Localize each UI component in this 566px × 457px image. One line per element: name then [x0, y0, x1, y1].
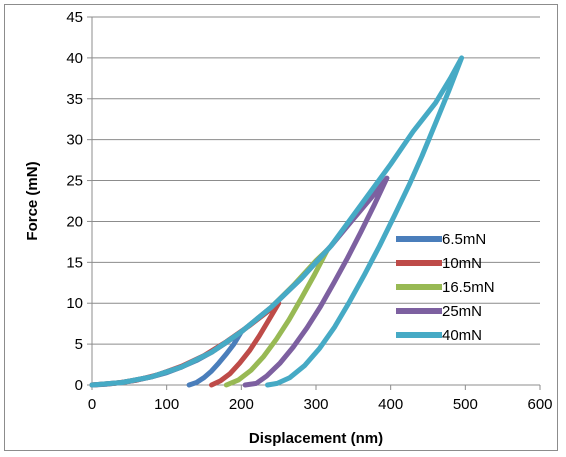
x-tick-label-300: 300 — [303, 396, 328, 413]
legend-label-6.5mN: 6.5mN — [442, 231, 486, 248]
x-tick-label-200: 200 — [229, 396, 254, 413]
y-tick-label-0: 0 — [75, 377, 83, 394]
legend-label-25mN: 25mN — [442, 303, 482, 320]
series-line-6.5mN — [89, 329, 244, 388]
y-tick-label-25: 25 — [66, 173, 83, 190]
series-line-40mN — [89, 55, 465, 388]
legend-label-40mN: 40mN — [442, 327, 482, 344]
y-axis-title: Force (mN) — [24, 161, 41, 240]
x-tick-label-0: 0 — [88, 396, 96, 413]
y-tick-label-30: 30 — [66, 132, 83, 149]
y-tick-label-15: 15 — [66, 254, 83, 271]
x-tick-label-100: 100 — [154, 396, 179, 413]
series-line-16.5mN — [89, 247, 330, 388]
y-tick-label-20: 20 — [66, 213, 83, 230]
legend-label-16.5mN: 16.5mN — [442, 279, 495, 296]
axes: 0 5 10 15 20 25 30 35 40 45 0 100 200 300 400 500 600 — [66, 9, 552, 413]
series-lines — [89, 55, 465, 388]
x-tick-label-500: 500 — [453, 396, 478, 413]
y-tick-label-40: 40 — [66, 50, 83, 67]
x-tick-label-400: 400 — [378, 396, 403, 413]
y-tick-label-35: 35 — [66, 91, 83, 108]
y-tick-label-5: 5 — [75, 336, 83, 353]
y-tick-label-10: 10 — [66, 295, 83, 312]
legend-label-10mN: 10mN — [442, 255, 482, 272]
chart-frame — [4, 4, 558, 451]
y-tick-label-45: 45 — [66, 9, 83, 26]
x-tick-label-600: 600 — [527, 396, 552, 413]
x-axis-title: Displacement (nm) — [249, 430, 383, 447]
legend: 6.5mN 10mN 16.5mN 25mN 40mN — [396, 231, 495, 344]
series-line-25mN — [89, 175, 390, 388]
grid-lines — [92, 16, 540, 345]
